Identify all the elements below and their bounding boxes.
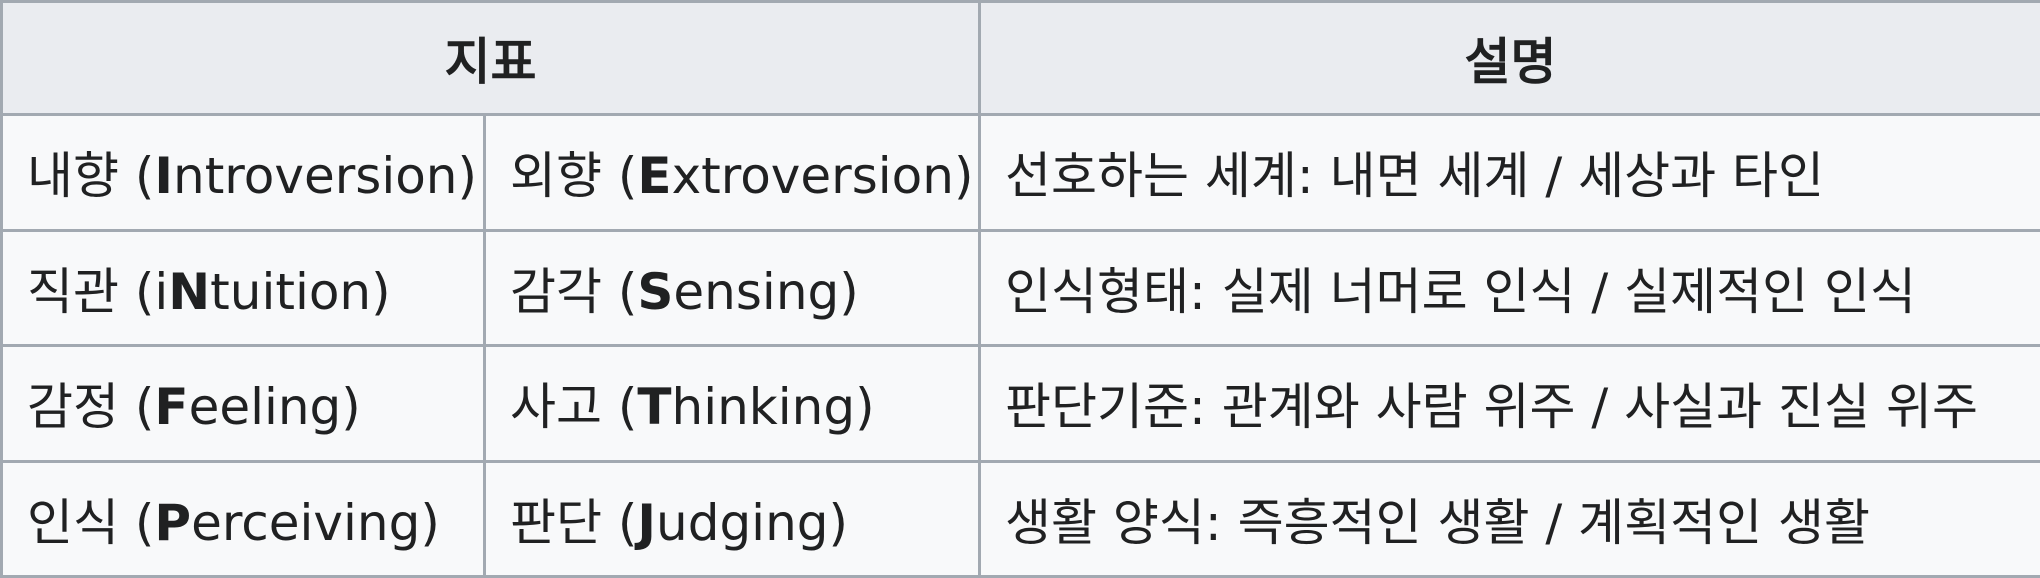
trait-cell-introversion: 내향 (Introversion) [0, 113, 486, 232]
trait-letter: J [637, 493, 657, 552]
trait-paren-open: ( [119, 378, 155, 437]
trait-cell-sensing: 감각 (Sensing) [483, 228, 981, 347]
trait-paren-open: ( [602, 262, 638, 321]
header-description: 설명 [978, 0, 2040, 116]
trait-korean: 내향 [27, 147, 119, 206]
description-cell: 판단기준: 관계와 사람 위주 / 사실과 진실 위주 [978, 344, 2040, 463]
trait-letter: T [637, 378, 672, 437]
trait-paren-open: ( [602, 493, 638, 552]
trait-letter: E [637, 147, 672, 206]
header-row: 지표 설명 [0, 0, 2040, 116]
trait-english: eeling [188, 378, 342, 437]
trait-letter: I [154, 147, 174, 206]
trait-english: erceiving [191, 493, 421, 552]
trait-paren-close: ) [839, 262, 859, 321]
trait-cell-extroversion: 외향 (Extroversion) [483, 113, 981, 232]
trait-paren-close: ) [371, 262, 391, 321]
trait-english: xtroversion [671, 147, 954, 206]
trait-korean: 직관 [27, 262, 119, 321]
trait-paren-close: ) [420, 493, 440, 552]
trait-korean: 판단 [510, 493, 602, 552]
table-row: 인식 (Perceiving) 판단 (Judging) 생활 양식: 즉흥적인… [0, 459, 2040, 578]
trait-english: ntroversion [173, 147, 458, 206]
description-cell: 인식형태: 실제 너머로 인식 / 실제적인 인식 [978, 228, 2040, 347]
trait-korean: 사고 [510, 378, 602, 437]
trait-cell-intuition: 직관 (iNtuition) [0, 228, 486, 347]
description-cell: 생활 양식: 즉흥적인 생활 / 계획적인 생활 [978, 459, 2040, 578]
header-indicator: 지표 [0, 0, 981, 116]
trait-letter: F [154, 378, 189, 437]
trait-english: tuition [210, 262, 372, 321]
table-row: 직관 (iNtuition) 감각 (Sensing) 인식형태: 실제 너머로… [0, 228, 2040, 347]
trait-cell-judging: 판단 (Judging) [483, 459, 981, 578]
trait-english: udging [656, 493, 829, 552]
trait-paren-open: (i [119, 262, 169, 321]
trait-paren-close: ) [828, 493, 849, 552]
trait-paren-open: ( [119, 147, 155, 206]
trait-paren-close: ) [341, 378, 361, 437]
trait-korean: 감정 [27, 378, 119, 437]
trait-korean: 인식 [27, 493, 119, 552]
trait-english: hinking [671, 378, 856, 437]
trait-paren-close: ) [953, 147, 974, 206]
trait-paren-close: ) [457, 147, 478, 206]
trait-letter: S [637, 262, 674, 321]
trait-cell-feeling: 감정 (Feeling) [0, 344, 486, 463]
trait-letter: P [154, 493, 192, 552]
trait-paren-open: ( [602, 147, 638, 206]
trait-cell-perceiving: 인식 (Perceiving) [0, 459, 486, 578]
table-row: 감정 (Feeling) 사고 (Thinking) 판단기준: 관계와 사람 … [0, 344, 2040, 463]
trait-korean: 감각 [510, 262, 602, 321]
table-row: 내향 (Introversion) 외향 (Extroversion) 선호하는… [0, 113, 2040, 232]
trait-korean: 외향 [510, 147, 602, 206]
trait-english: ensing [673, 262, 840, 321]
trait-cell-thinking: 사고 (Thinking) [483, 344, 981, 463]
trait-paren-open: ( [602, 378, 638, 437]
trait-letter: N [168, 262, 211, 321]
trait-paren-open: ( [119, 493, 155, 552]
description-cell: 선호하는 세계: 내면 세계 / 세상과 타인 [978, 113, 2040, 232]
trait-paren-close: ) [855, 378, 875, 437]
